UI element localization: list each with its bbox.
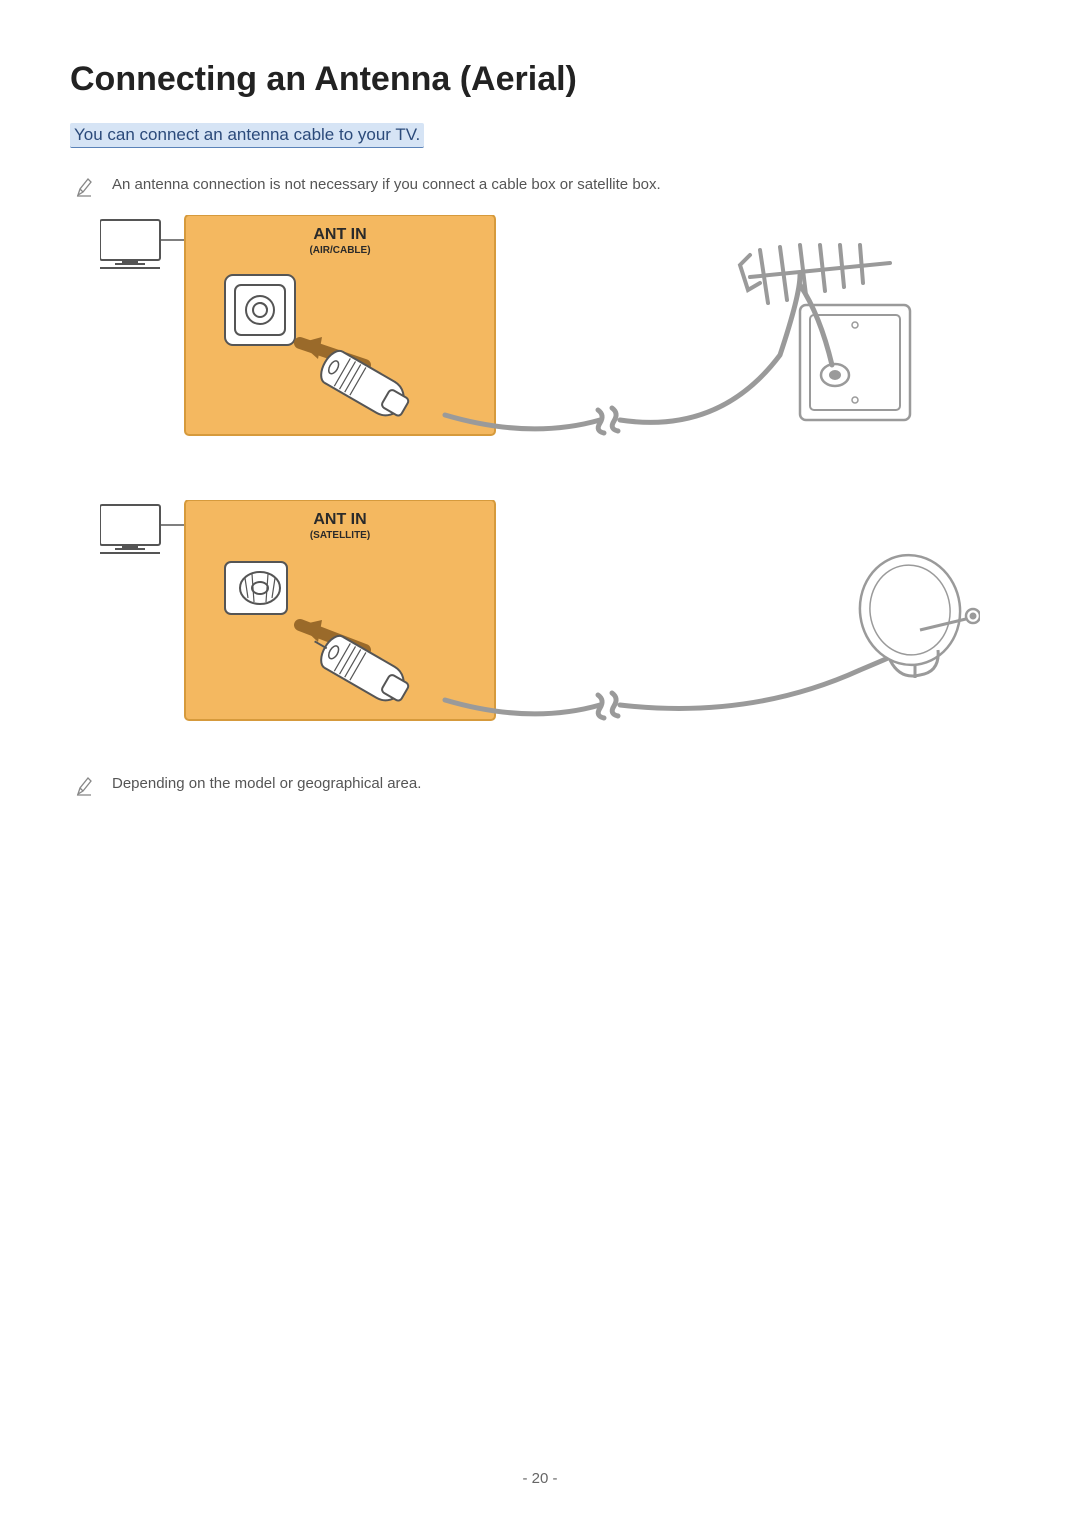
f-socket-icon bbox=[225, 562, 287, 614]
pencil-icon bbox=[76, 177, 92, 197]
wall-socket-icon bbox=[225, 275, 295, 345]
yagi-antenna-icon bbox=[740, 245, 890, 303]
satellite-dish-icon bbox=[853, 549, 980, 678]
page-number: - 20 - bbox=[522, 1470, 557, 1487]
page-title: Connecting an Antenna (Aerial) bbox=[70, 60, 1010, 99]
ant-label-main-2: ANT IN bbox=[313, 511, 366, 528]
note-1-text: An antenna connection is not necessary i… bbox=[112, 176, 661, 193]
note-2: Depending on the model or geographical a… bbox=[70, 775, 1010, 796]
ant-label-sub-2: (SATELLITE) bbox=[310, 530, 370, 541]
diagram-satellite: ANT IN (SATELLITE) bbox=[100, 500, 1010, 735]
subtitle-highlight: You can connect an antenna cable to your… bbox=[70, 123, 424, 148]
note-1: An antenna connection is not necessary i… bbox=[70, 176, 1010, 197]
pencil-icon bbox=[76, 776, 92, 796]
note-2-text: Depending on the model or geographical a… bbox=[112, 775, 421, 792]
ant-label-main-1: ANT IN bbox=[313, 226, 366, 243]
ant-label-sub-1: (AIR/CABLE) bbox=[309, 245, 370, 256]
diagram-air-cable: ANT IN (AIR/CABLE) bbox=[100, 215, 1010, 450]
